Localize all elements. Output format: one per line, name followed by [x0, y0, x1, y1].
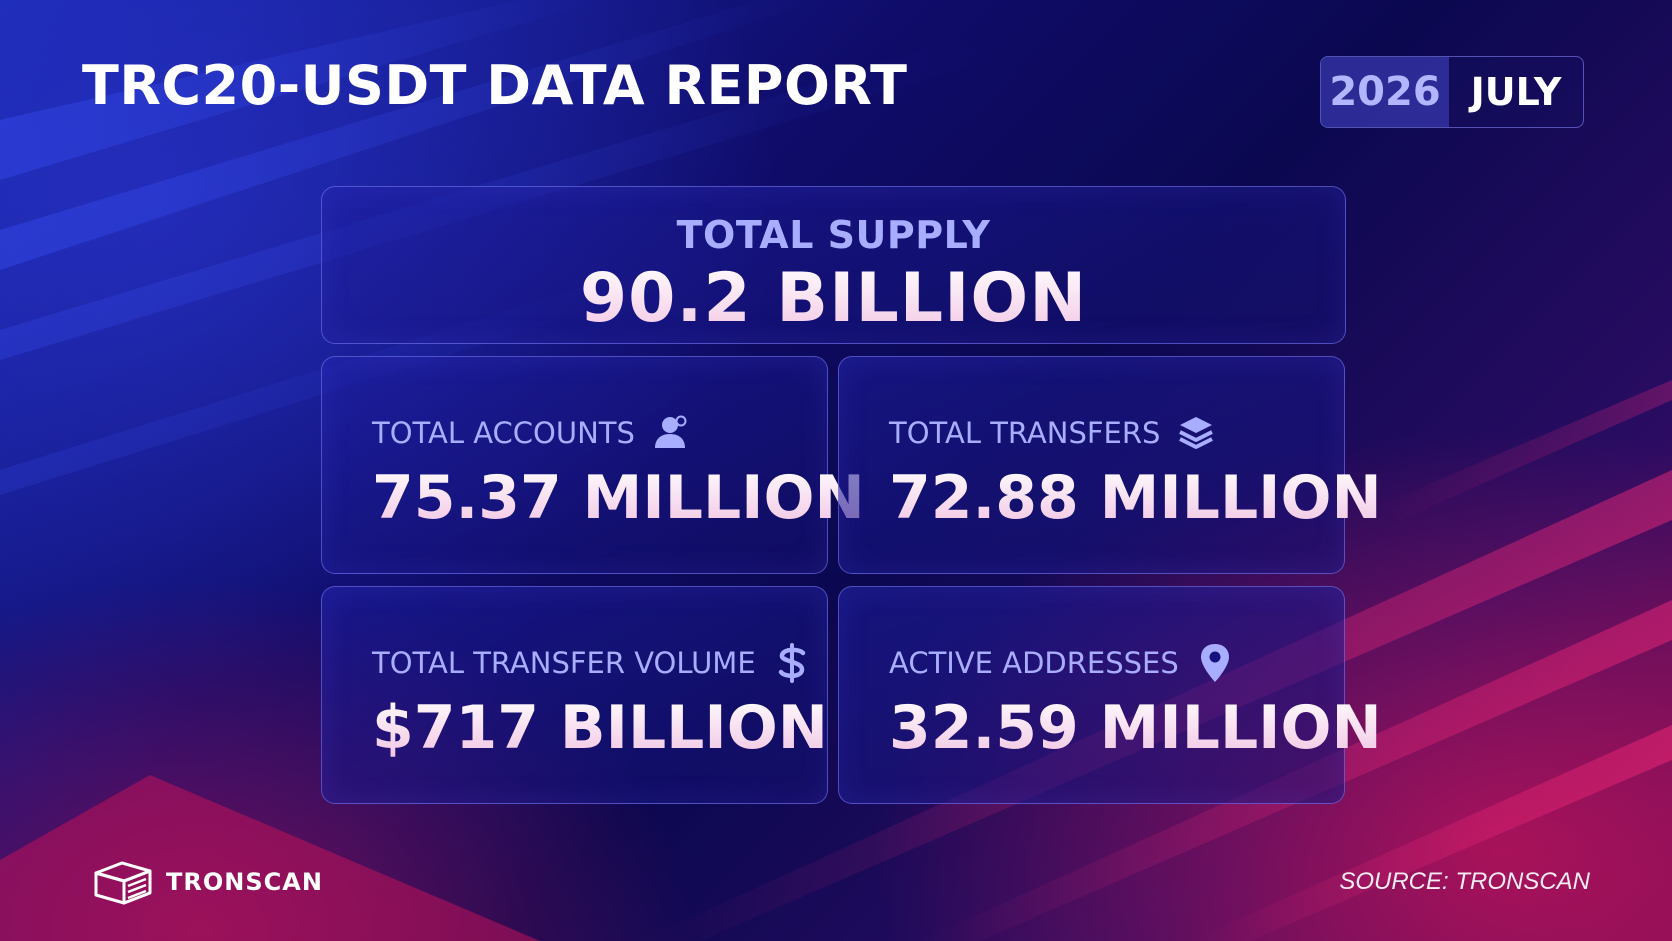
total-transfers-value: 72.88 MILLION [889, 463, 1382, 533]
total-transfer-volume-label: TOTAL TRANSFER VOLUME [372, 646, 756, 680]
total-supply-card: TOTAL SUPPLY 90.2 BILLION [321, 186, 1346, 344]
brand-logo: TRONSCAN [92, 857, 323, 907]
date-badge: 2026 JULY [1320, 56, 1584, 128]
total-transfer-volume-value: $717 BILLION [372, 693, 828, 763]
active-addresses-value: 32.59 MILLION [889, 693, 1382, 763]
source-credit: SOURCE: TRONSCAN [1339, 868, 1590, 895]
active-addresses-label: ACTIVE ADDRESSES [889, 646, 1179, 680]
total-accounts-card: TOTAL ACCOUNTS 75.37 MILLION [321, 356, 865, 574]
active-addresses-card: ACTIVE ADDRESSES 32.59 MILLION [838, 586, 1382, 804]
date-year: 2026 [1321, 57, 1449, 127]
total-supply-value: 90.2 BILLION [322, 259, 1345, 338]
layers-icon [1176, 413, 1216, 453]
location-pin-icon [1195, 643, 1235, 683]
active-addresses-label-row: ACTIVE ADDRESSES [889, 643, 1235, 683]
brand-name: TRONSCAN [166, 868, 323, 896]
total-transfers-label: TOTAL TRANSFERS [889, 416, 1161, 450]
user-icon [651, 413, 691, 453]
total-accounts-label-row: TOTAL ACCOUNTS [372, 413, 691, 453]
total-supply-label: TOTAL SUPPLY [676, 213, 991, 257]
date-month: JULY [1470, 70, 1562, 114]
dollar-icon [772, 643, 812, 683]
total-transfer-volume-card: TOTAL TRANSFER VOLUME $717 BILLION [321, 586, 828, 804]
total-transfer-volume-label-row: TOTAL TRANSFER VOLUME [372, 643, 812, 683]
total-transfers-label-row: TOTAL TRANSFERS [889, 413, 1216, 453]
tronscan-logo-icon [94, 861, 152, 905]
total-accounts-value: 75.37 MILLION [372, 463, 865, 533]
total-accounts-label: TOTAL ACCOUNTS [372, 416, 635, 450]
total-transfers-card: TOTAL TRANSFERS 72.88 MILLION [838, 356, 1382, 574]
page-title: TRC20-USDT DATA REPORT [82, 54, 908, 117]
